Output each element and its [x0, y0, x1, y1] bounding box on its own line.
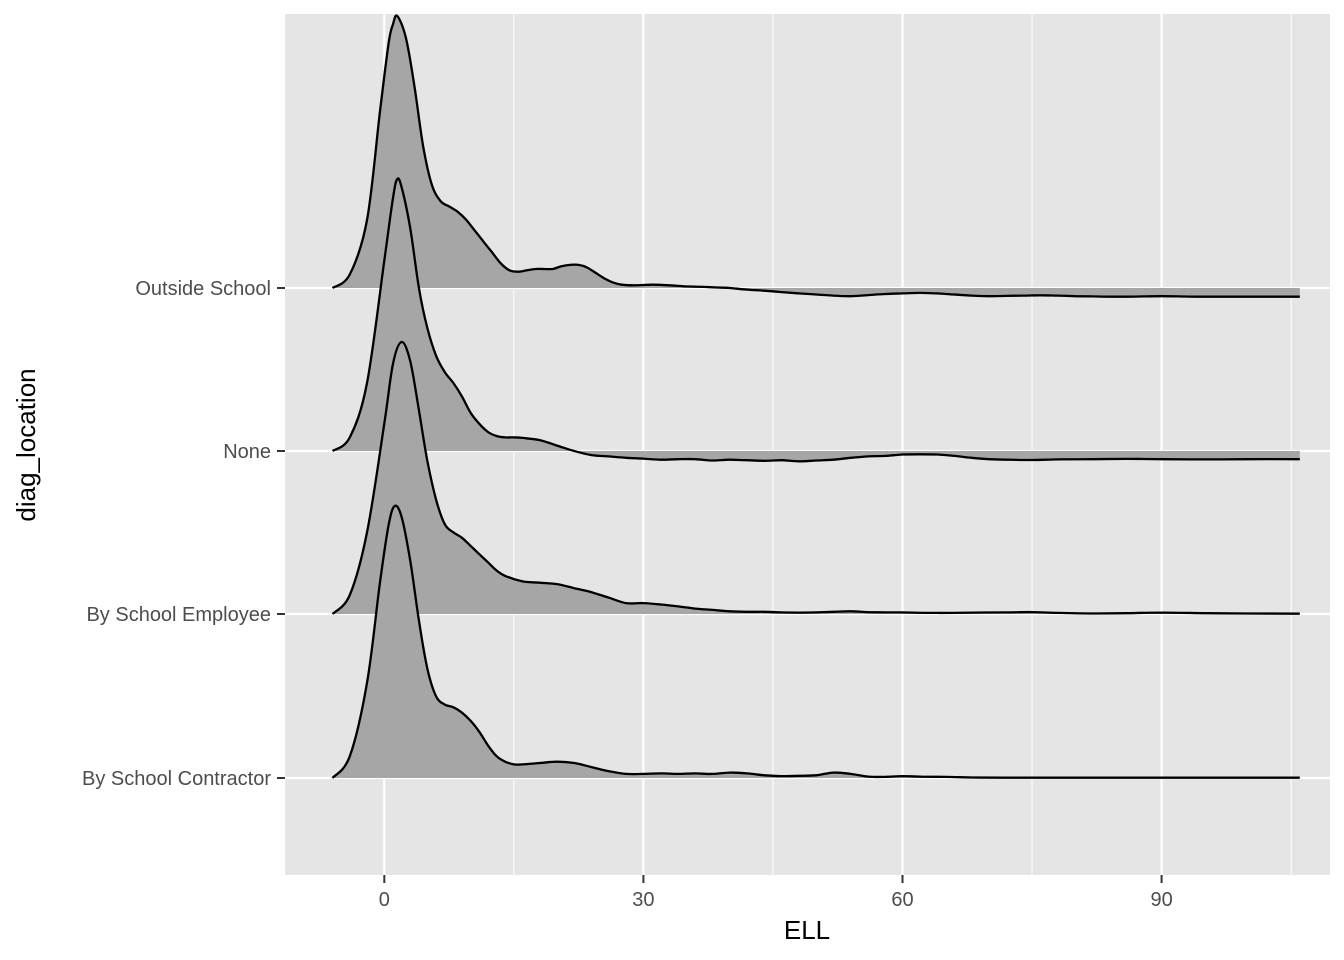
x-tick-label: 0 [379, 889, 390, 911]
ridge-line-none [331, 177, 1300, 463]
x-tick-label: 30 [632, 889, 654, 911]
x-axis-title: ELL [784, 915, 830, 945]
x-tick-label: 60 [891, 889, 913, 911]
x-axis: 0 30 60 90 [379, 875, 1173, 911]
ridge-line-by-school-contractor [331, 504, 1300, 779]
y-tick-label: Outside School [135, 278, 271, 300]
y-tick-label: By School Contractor [82, 768, 271, 790]
y-tick-label: None [223, 441, 271, 463]
ridge-fill-none [332, 178, 1300, 462]
ridge-fill-by-school-employee [332, 341, 1300, 614]
ridge-line-by-school-employee [331, 340, 1300, 615]
ridge-fill-by-school-contractor [332, 505, 1300, 778]
y-axis-title: diag_location [11, 368, 41, 521]
ridge-line-outside-school [331, 14, 1300, 298]
y-axis: By School Contractor By School Employee No… [82, 278, 285, 790]
density-ridges [331, 14, 1300, 779]
ridge-fill-outside-school [332, 15, 1300, 297]
x-tick-label: 90 [1150, 889, 1172, 911]
y-tick-label: By School Employee [86, 604, 271, 626]
